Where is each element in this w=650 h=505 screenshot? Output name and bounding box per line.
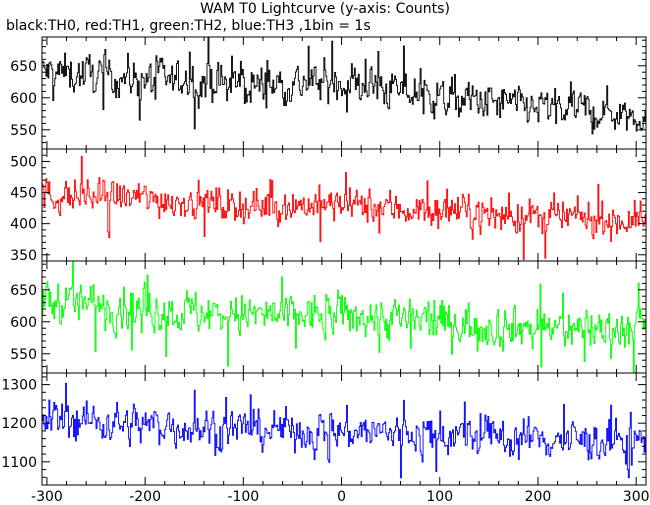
panel-frame bbox=[41, 372, 647, 486]
panel-th3: 1100 1200 1300 bbox=[1, 372, 647, 486]
y-tick-label: 1100 bbox=[1, 455, 37, 471]
y-tick-label: 1200 bbox=[1, 416, 37, 432]
x-tick-label: 100 bbox=[426, 489, 453, 505]
panel-th1: 350 400 450 500 bbox=[10, 148, 647, 264]
y-tick-label: 650 bbox=[10, 283, 37, 299]
panel-th2: 550 600 650 bbox=[10, 260, 647, 374]
panel-th0: 550 600 650 bbox=[10, 36, 647, 150]
x-tick-label: -100 bbox=[227, 489, 259, 505]
y-tick-label: 500 bbox=[10, 154, 37, 170]
x-tick-label: -300 bbox=[31, 489, 63, 505]
y-tick-label: 600 bbox=[10, 315, 37, 331]
series-line-th2 bbox=[42, 261, 646, 373]
y-tick-label: 450 bbox=[10, 186, 37, 202]
y-tick-label: 400 bbox=[10, 217, 37, 233]
y-tick-label: 1300 bbox=[1, 378, 37, 394]
chart-title: WAM T0 Lightcurve (y-axis: Counts) bbox=[200, 1, 450, 17]
y-tick-label: 350 bbox=[10, 248, 37, 264]
y-tick-label: 650 bbox=[10, 59, 37, 75]
x-tick-label: 0 bbox=[337, 489, 346, 505]
x-tick-label: -200 bbox=[129, 489, 161, 505]
chart-subtitle: black:TH0, red:TH1, green:TH2, blue:TH3 … bbox=[6, 18, 371, 34]
x-tick-label: 300 bbox=[623, 489, 650, 505]
series-line-th0 bbox=[42, 37, 646, 135]
panel-frame bbox=[41, 148, 647, 262]
y-tick-label: 600 bbox=[10, 91, 37, 107]
series-line-th3 bbox=[42, 382, 646, 479]
y-tick-label: 550 bbox=[10, 123, 37, 139]
y-tick-label: 550 bbox=[10, 347, 37, 363]
x-tick-label: 200 bbox=[525, 489, 552, 505]
series-line-th1 bbox=[42, 155, 646, 261]
